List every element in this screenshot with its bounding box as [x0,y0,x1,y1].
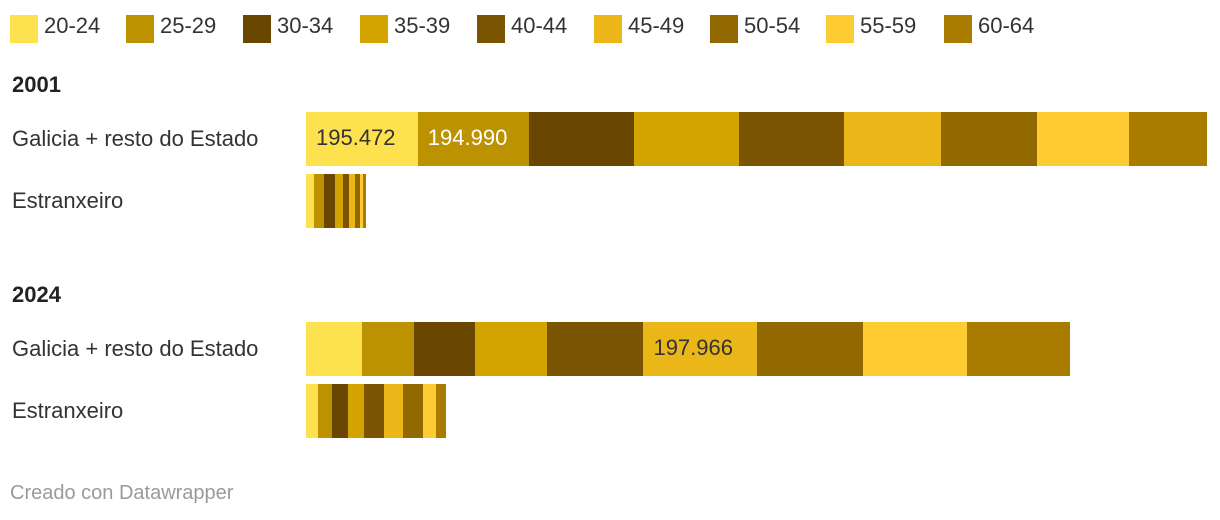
bar-segment-60-64 [967,322,1071,376]
bar-segment-45-49 [349,174,356,228]
bar-segment-20-24 [306,112,418,166]
bar-segment-20-24 [306,322,363,376]
legend-label: 35-39 [394,13,451,38]
bar-segment-25-29 [314,174,325,228]
data-label: 194.990 [427,125,508,150]
legend-label: 30-34 [277,13,334,38]
bar-track [306,384,1208,438]
legend-swatch [477,15,505,43]
row-label: Galicia + resto do Estado [12,126,259,151]
bar-segment-50-54 [756,322,863,376]
legend-label: 25-29 [160,13,217,38]
legend-label: 50-54 [744,13,801,38]
bar-segment-35-39 [348,384,365,438]
bar-segment-50-54 [402,384,423,438]
legend-swatch [826,15,854,43]
bar-segment-45-49 [844,112,941,166]
bar-segment-35-39 [474,322,548,376]
data-label: 195.472 [316,125,396,150]
bar-segment-45-49 [384,384,403,438]
legend-swatch [594,15,622,43]
legend-swatch [360,15,388,43]
bar-segment-20-24 [306,384,318,438]
bar-segment-25-29 [318,384,333,438]
bar-segment-50-54 [355,174,360,228]
bar-segment-50-54 [940,112,1037,166]
bar-track: 197.966 [306,322,1208,376]
legend-swatch [126,15,154,43]
group-title: 2024 [12,282,61,307]
bar-segment-30-34 [414,322,475,376]
bar-segment-35-39 [334,174,343,228]
bar-track [306,174,1208,228]
bar-segment-35-39 [634,112,739,166]
row-label: Estranxeiro [12,398,124,423]
row-label: Estranxeiro [12,188,124,213]
legend-swatch [243,15,271,43]
row-label: Galicia + resto do Estado [12,336,259,361]
bar-segment-30-34 [529,112,634,166]
bar-segment-30-34 [324,174,335,228]
bar-segment-55-59 [862,322,968,376]
bar-segment-40-44 [364,384,385,438]
bar-segment-60-64 [435,384,446,438]
bar-segment-40-44 [547,322,644,376]
bar-segment-20-24 [306,174,314,228]
bar-track: 195.472 194.990 [306,112,1208,166]
bar-segment-25-29 [417,112,530,166]
legend-swatch [10,15,38,43]
bar-segment-55-59 [422,384,436,438]
legend-label: 20-24 [44,13,101,38]
bar-segment-60-64 [1129,112,1208,166]
bar-segment-45-49 [643,322,757,376]
bar-segment-25-29 [362,322,415,376]
legend-label: 60-64 [978,13,1035,38]
bar-segment-60-64 [363,174,367,228]
data-label: 197.966 [653,335,733,360]
group-title: 2001 [12,72,61,97]
legend-swatch [944,15,972,43]
bar-segment-40-44 [738,112,845,166]
legend-label: 45-49 [628,13,685,38]
legend-label: 40-44 [511,13,568,38]
bar-segment-30-34 [332,384,349,438]
bar-segment-40-44 [342,174,350,228]
bar-segment-55-59 [1036,112,1130,166]
footer-credit: Creado con Datawrapper [10,482,234,504]
legend-label: 55-59 [860,13,917,38]
legend-swatch [710,15,738,43]
bar-segment-55-59 [359,174,364,228]
